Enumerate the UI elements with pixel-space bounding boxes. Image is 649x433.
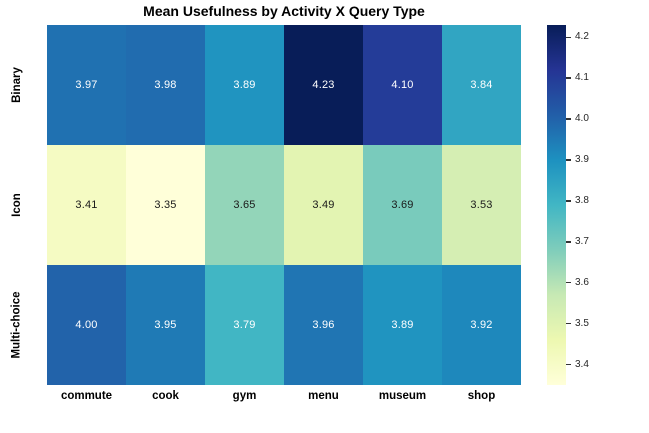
colorbar-tick-label: 4.0 [575,113,589,125]
colorbar-tick-label: 3.8 [575,194,589,206]
y-tick-label: Icon [10,193,23,217]
heatmap-cell: 3.84 [442,25,521,145]
heatmap-cell: 3.92 [442,265,521,385]
colorbar-tick-mark [566,118,571,120]
x-tick-label: gym [232,390,257,402]
y-tick-label: Binary [11,67,24,103]
heatmap-cell: 3.35 [126,145,205,265]
heatmap-cell: 4.00 [47,265,126,385]
heatmap-cell: 3.53 [442,145,521,265]
colorbar-tick-label: 3.9 [575,154,589,165]
colorbar-tick-mark [566,282,571,284]
x-tick-label: shop [467,390,496,402]
heatmap-cell: 3.69 [363,145,442,265]
x-tick-label: commute [60,390,113,402]
heatmap-cell: 4.23 [284,25,363,145]
heatmap-grid: 3.97 3.98 3.89 4.23 4.10 3.84 3.41 3.35 3.65 3.49… [47,25,521,385]
heatmap-cell: 3.49 [284,145,363,265]
heatmap-cell: 3.96 [284,265,363,385]
chart-title: Mean Usefulness by Activity X Query Type [143,3,425,19]
colorbar-tick-label: 3.7 [575,235,589,247]
colorbar-tick-mark [566,36,571,38]
heatmap-cell: 3.89 [363,265,442,385]
colorbar-tick-label: 4.2 [575,31,589,43]
colorbar-tick-mark [566,241,571,243]
colorbar-tick-label: 3.5 [575,317,589,329]
heatmap-cell: 3.65 [205,145,284,265]
y-tick-label: Multi-choice [11,291,23,359]
heatmap-cell: 3.95 [126,265,205,385]
colorbar-tick-mark [566,77,571,79]
heatmap-cell: 4.10 [363,25,442,145]
heatmap-cell: 3.98 [126,25,205,145]
colorbar-tick-mark [566,200,571,202]
heatmap-cell: 3.41 [47,145,126,265]
colorbar-tick-label: 4.1 [575,72,589,84]
x-tick-label: menu [308,390,339,402]
colorbar [547,25,566,385]
heatmap-cell: 3.79 [205,265,284,385]
heatmap-cell: 3.89 [205,25,284,145]
colorbar-tick-label: 3.6 [575,276,589,288]
colorbar-tick-mark [566,363,571,366]
x-axis-tick-labels: commute cook gym menu museum shop [47,388,521,404]
x-tick-label: museum [378,390,427,402]
colorbar-tick-mark [566,322,571,325]
heatmap-cell: 3.97 [47,25,126,145]
colorbar-tick-label: 3.4 [575,358,589,370]
colorbar-tick-mark [566,159,571,161]
x-tick-label: cook [152,390,179,402]
